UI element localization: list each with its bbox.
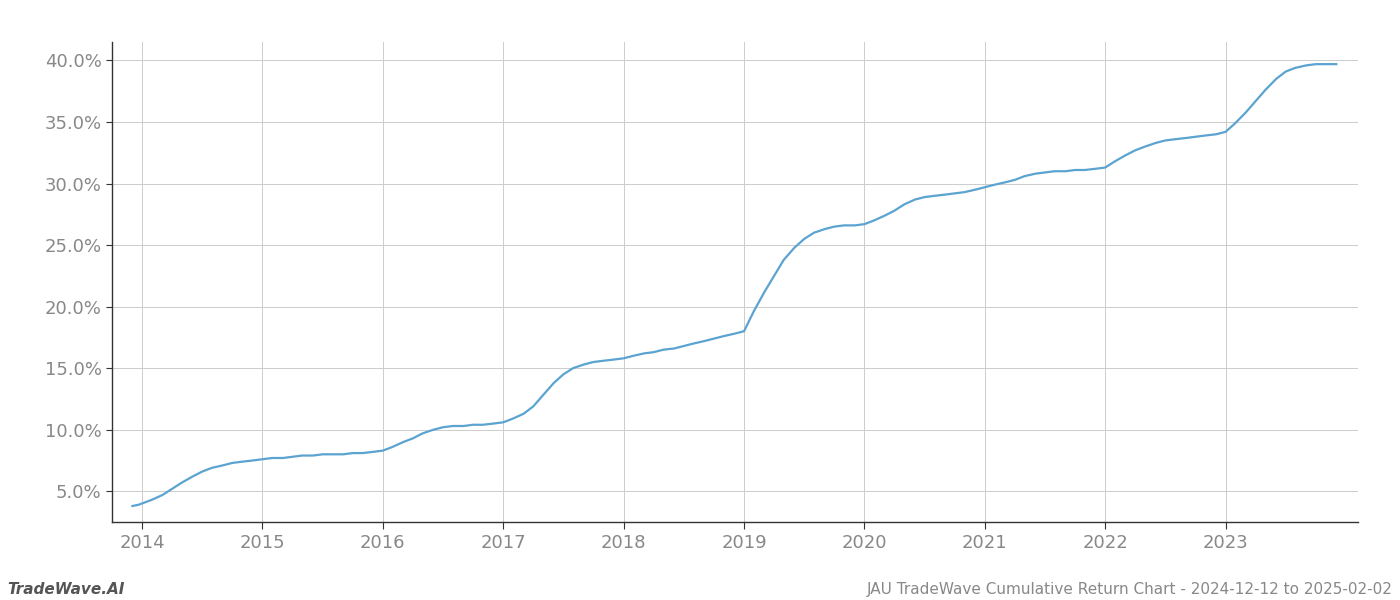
Text: TradeWave.AI: TradeWave.AI (7, 582, 125, 597)
Text: JAU TradeWave Cumulative Return Chart - 2024-12-12 to 2025-02-02: JAU TradeWave Cumulative Return Chart - … (867, 582, 1393, 597)
